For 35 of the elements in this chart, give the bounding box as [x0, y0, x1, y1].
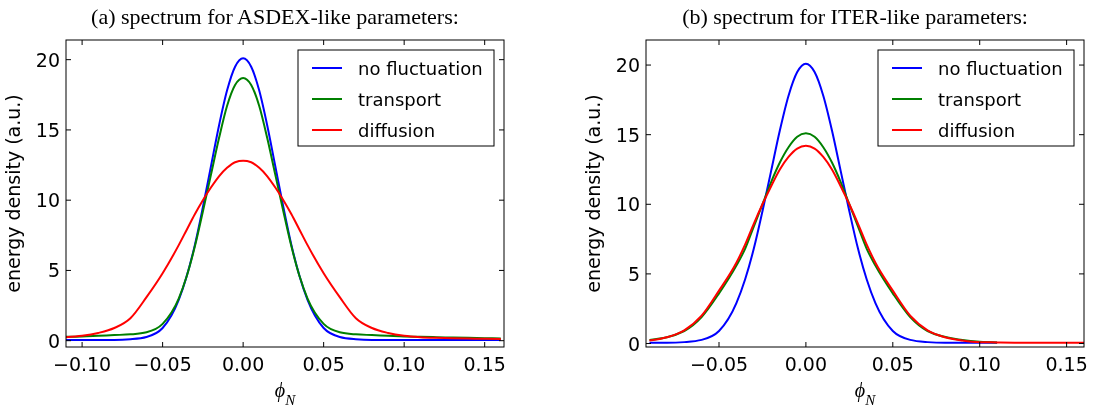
- y-tick-label: 5: [47, 259, 60, 282]
- x-axis-title: ϕ$_{N}$: [854, 379, 877, 408]
- x-tick-label: 0.15: [463, 353, 506, 375]
- y-axis-title: energy density (a.u.): [582, 94, 604, 293]
- y-tick-label: 10: [35, 189, 60, 212]
- y-tick-label: 15: [615, 123, 640, 146]
- x-tick-label: 0.00: [221, 353, 265, 375]
- x-tick-label: 0.15: [1045, 353, 1088, 375]
- legend-label: no fluctuation: [938, 58, 1063, 79]
- y-tick-label: 15: [35, 118, 60, 141]
- line-series: [648, 144, 1084, 344]
- x-tick-label: −0.05: [689, 353, 749, 375]
- x-tick-label: 0.00: [784, 353, 828, 375]
- y-tick-label: 0: [47, 329, 60, 352]
- legend-label: transport: [358, 89, 442, 110]
- x-tick-label: 0.05: [871, 353, 914, 375]
- y-axis-title: energy density (a.u.): [2, 94, 24, 293]
- legend-label: transport: [938, 89, 1022, 110]
- legend-label: no fluctuation: [358, 58, 483, 79]
- x-tick-label: −0.05: [133, 353, 192, 375]
- y-tick-label: 5: [627, 262, 640, 285]
- line-series: [66, 159, 502, 340]
- x-tick-label: −0.10: [52, 353, 112, 375]
- y-tick-label: 20: [35, 48, 60, 71]
- legend-label: diffusion: [358, 120, 436, 141]
- chart-title: (a) spectrum for ASDEX-like parameters:: [91, 4, 459, 29]
- x-tick-label: 0.10: [383, 353, 426, 375]
- y-tick-label: 0: [627, 332, 640, 355]
- x-axis-title: ϕ$_{N}$: [274, 379, 297, 408]
- y-tick-label: 20: [615, 54, 640, 77]
- x-tick-label: 0.05: [302, 353, 345, 375]
- y-tick-label: 10: [615, 193, 640, 216]
- legend-label: diffusion: [938, 120, 1016, 141]
- chart-title: (b) spectrum for ITER-like parameters:: [682, 4, 1028, 29]
- x-tick-label: 0.10: [958, 353, 1001, 375]
